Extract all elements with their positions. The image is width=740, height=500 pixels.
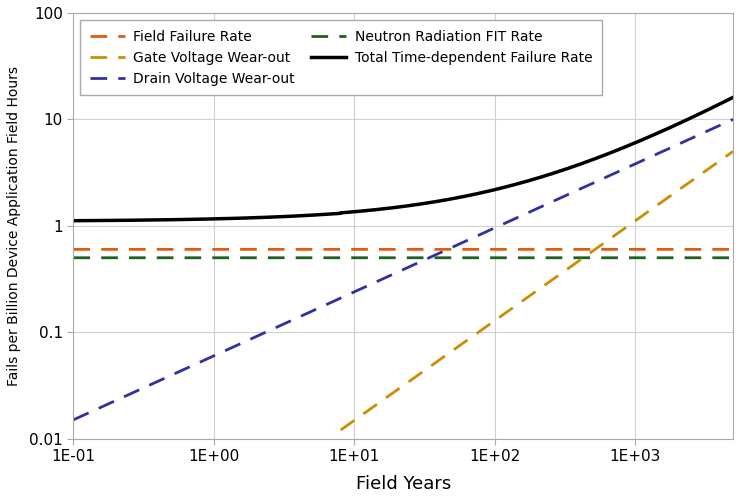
Legend: Field Failure Rate, Gate Voltage Wear-out, Drain Voltage Wear-out, Neutron Radia: Field Failure Rate, Gate Voltage Wear-ou…: [81, 20, 602, 95]
X-axis label: Field Years: Field Years: [356, 475, 451, 493]
Y-axis label: Fails per Billion Device Application Field Hours: Fails per Billion Device Application Fie…: [7, 66, 21, 386]
